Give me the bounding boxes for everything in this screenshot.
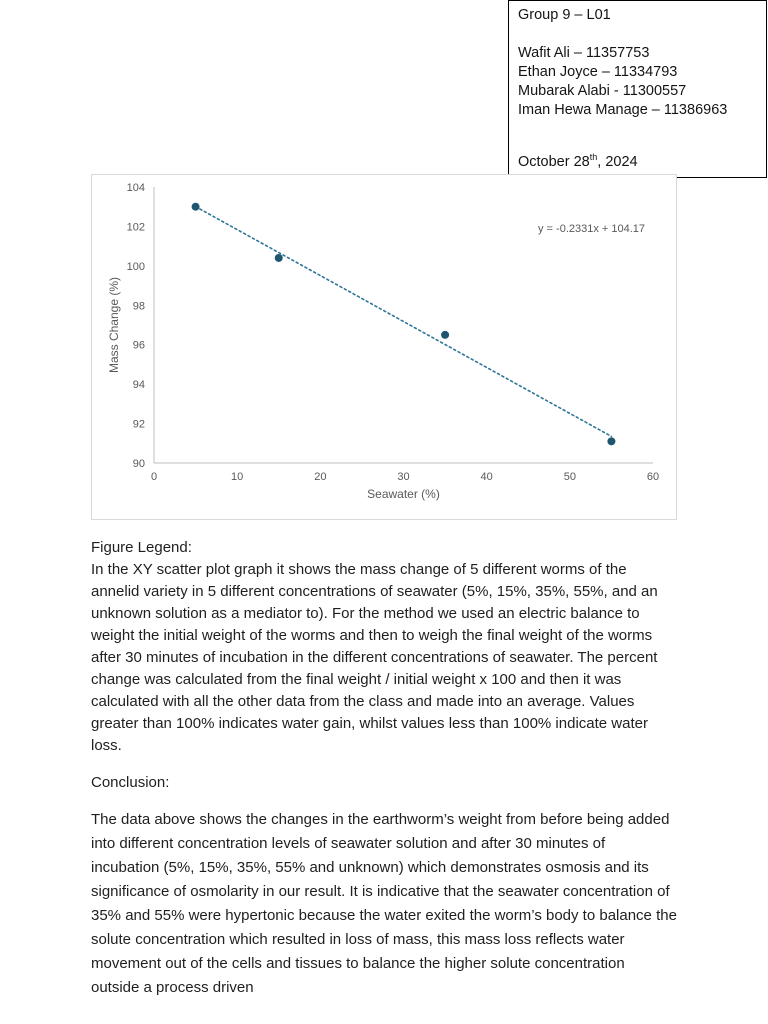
group-label: Group 9 – L01 xyxy=(518,7,611,23)
svg-text:102: 102 xyxy=(127,221,145,233)
conclusion-heading: Conclusion: xyxy=(91,774,170,791)
svg-text:40: 40 xyxy=(481,471,493,483)
report-date: October 28th, 2024 xyxy=(518,153,756,172)
title-block: Group 9 – L01 Wafit Ali – 11357753 Ethan… xyxy=(508,0,767,178)
member-name-id: Ethan Joyce – 11334793 xyxy=(518,64,678,80)
svg-text:0: 0 xyxy=(151,471,157,483)
document-body: 90 92 94 96 98 100 102 104 0 10 20 30 40 50 60 Mass Ch… xyxy=(91,174,677,996)
figure-legend-heading: Figure Legend: xyxy=(91,539,192,556)
svg-text:10: 10 xyxy=(231,471,243,483)
conclusion-text: The data above shows the changes in the … xyxy=(91,811,677,996)
svg-text:60: 60 xyxy=(647,471,659,483)
svg-text:50: 50 xyxy=(564,471,576,483)
date-ordinal-superscript: th xyxy=(589,152,598,163)
member-name-id: Iman Hewa Manage – 11386963 xyxy=(518,102,728,118)
date-prefix: October 28 xyxy=(518,154,590,170)
svg-text:20: 20 xyxy=(314,471,326,483)
svg-text:94: 94 xyxy=(133,379,145,391)
mass-change-scatter-chart: 90 92 94 96 98 100 102 104 0 10 20 30 40 50 60 Mass Ch… xyxy=(91,174,677,520)
svg-text:90: 90 xyxy=(133,458,145,470)
svg-text:30: 30 xyxy=(397,471,409,483)
y-axis-label: Mass Change (%) xyxy=(107,276,121,374)
svg-text:96: 96 xyxy=(133,340,145,352)
svg-text:104: 104 xyxy=(127,182,145,194)
member-name-id: Mubarak Alabi - 11300557 xyxy=(518,83,687,99)
x-axis-label: Seawater (%) xyxy=(367,487,440,501)
trendline-equation-label: y = -0.2331x + 104.17 xyxy=(538,223,646,235)
svg-text:98: 98 xyxy=(133,300,145,312)
svg-text:100: 100 xyxy=(127,261,145,273)
member-name-id: Wafit Ali – 11357753 xyxy=(518,45,650,61)
figure-legend-text: In the XY scatter plot graph it shows th… xyxy=(91,561,658,754)
date-suffix: , 2024 xyxy=(597,154,638,170)
scatter-plot-svg: 90 92 94 96 98 100 102 104 0 10 20 30 40 50 60 xyxy=(127,182,659,483)
svg-text:92: 92 xyxy=(133,419,145,431)
